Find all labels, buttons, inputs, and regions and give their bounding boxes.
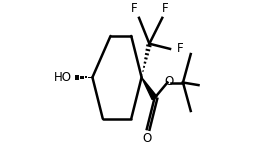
Text: F: F xyxy=(162,2,168,15)
Polygon shape xyxy=(142,77,157,100)
Text: F: F xyxy=(130,2,137,15)
Text: F: F xyxy=(177,42,183,55)
Text: HO: HO xyxy=(54,71,72,84)
Text: O: O xyxy=(164,75,173,88)
Text: O: O xyxy=(142,132,152,145)
